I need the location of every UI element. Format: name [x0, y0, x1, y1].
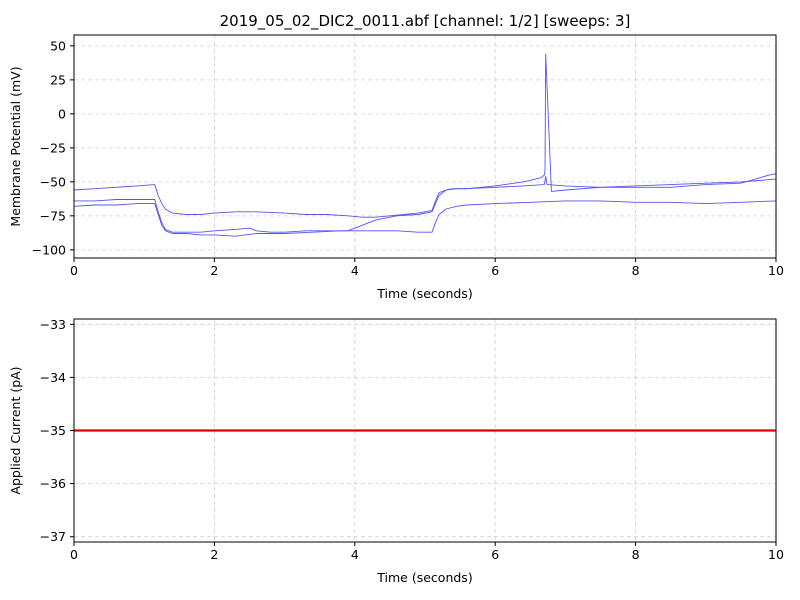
membrane-potential-x-tick-label: 10 — [768, 263, 784, 278]
membrane-potential-sweep-2 — [74, 53, 777, 233]
applied-current-y-tick-label: −33 — [40, 317, 66, 332]
membrane-potential-y-tick-label: −75 — [40, 208, 66, 223]
applied-current-y-tick-label: −37 — [40, 529, 66, 544]
applied-current-x-axis-label: Time (seconds) — [376, 570, 472, 585]
applied-current-x-tick-label: 8 — [632, 547, 640, 562]
membrane-potential-y-tick-label: 25 — [50, 72, 66, 87]
membrane-potential-y-tick-label: 50 — [50, 38, 66, 53]
applied-current-x-tick-label: 4 — [351, 547, 359, 562]
membrane-potential-y-tick-label: −25 — [40, 140, 66, 155]
membrane-potential-x-axis-label: Time (seconds) — [376, 286, 472, 301]
membrane-potential-y-tick-label: −50 — [40, 174, 66, 189]
membrane-potential-sweep-1 — [73, 175, 777, 218]
membrane-potential-x-tick-label: 8 — [632, 263, 640, 278]
applied-current-x-tick-label: 2 — [210, 547, 218, 562]
membrane-potential-x-tick-label: 4 — [351, 263, 359, 278]
figure-title: 2019_05_02_DIC2_0011.abf [channel: 1/2] … — [220, 12, 631, 31]
applied-current-panel: 0 2 4 6 8 10 −37 −36 −35 −34 −33 Time (seconds) Appl… — [8, 317, 784, 585]
membrane-potential-x-tick-label: 6 — [491, 263, 499, 278]
applied-current-x-tick-label: 6 — [491, 547, 499, 562]
membrane-potential-y-tick-label: 0 — [58, 106, 66, 121]
membrane-potential-x-tick-label: 2 — [210, 263, 218, 278]
applied-current-x-tick-label: 10 — [768, 547, 784, 562]
membrane-potential-plot-frame — [73, 34, 777, 259]
membrane-potential-y-tick-label: −100 — [32, 242, 66, 257]
membrane-potential-y-axis-label: Membrane Potential (mV) — [8, 66, 23, 226]
membrane-potential-sweep-3 — [73, 200, 777, 237]
membrane-potential-x-tick-label: 0 — [70, 263, 78, 278]
applied-current-y-tick-label: −35 — [40, 423, 66, 438]
applied-current-y-tick-label: −36 — [40, 476, 66, 491]
applied-current-y-tick-label: −34 — [40, 370, 66, 385]
applied-current-y-axis-label: Applied Current (pA) — [8, 366, 23, 494]
applied-current-x-tick-label: 0 — [70, 547, 78, 562]
membrane-potential-panel: 0 2 4 6 8 10 −100 −75 −50 −25 0 25 50 Time (seconds) M… — [8, 34, 784, 301]
